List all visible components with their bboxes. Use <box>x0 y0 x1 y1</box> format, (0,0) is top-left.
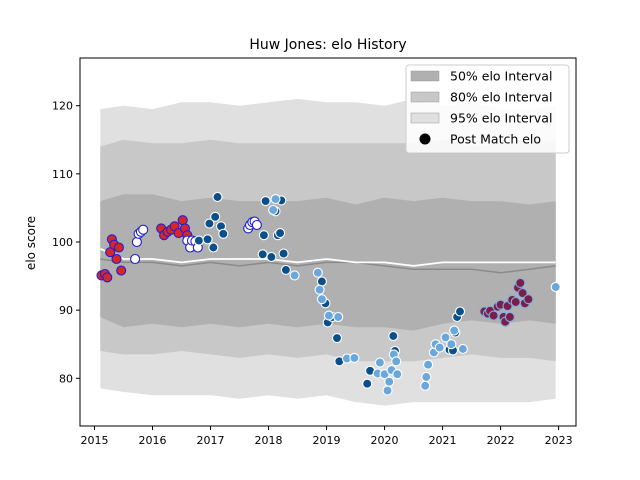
data-point <box>450 326 459 335</box>
data-point <box>334 313 343 322</box>
data-point <box>375 358 384 367</box>
data-point <box>258 250 267 259</box>
data-point <box>317 277 326 286</box>
data-point <box>393 370 402 379</box>
legend-swatch <box>411 71 439 81</box>
data-point <box>363 379 372 388</box>
data-point <box>392 357 401 366</box>
data-point <box>269 206 278 215</box>
data-point <box>290 271 299 280</box>
x-tick-label: 2022 <box>487 434 515 447</box>
data-point <box>219 229 228 238</box>
data-point <box>209 243 218 252</box>
y-tick-label: 110 <box>52 168 73 181</box>
data-point <box>350 353 359 362</box>
data-point <box>203 235 212 244</box>
data-point <box>112 255 121 264</box>
data-point <box>211 212 220 221</box>
data-point <box>139 225 148 234</box>
data-point <box>259 231 268 240</box>
data-point <box>516 278 525 287</box>
legend-swatch <box>411 92 439 102</box>
x-tick-label: 2018 <box>255 434 283 447</box>
data-point <box>132 238 141 247</box>
x-tick-label: 2023 <box>545 434 573 447</box>
x-tick-label: 2021 <box>429 434 457 447</box>
legend: 50% elo Interval 80% elo Interval 95% elo … <box>406 65 569 153</box>
data-point <box>117 266 126 275</box>
data-point <box>271 195 280 204</box>
legend-label: 50% elo Interval <box>450 69 552 84</box>
y-axis-label: elo score <box>24 216 38 270</box>
y-tick-label: 80 <box>59 372 73 385</box>
legend-swatch <box>411 113 439 123</box>
data-point <box>422 372 431 381</box>
data-point <box>178 216 187 225</box>
data-point <box>315 285 324 294</box>
legend-label: 95% elo Interval <box>450 111 552 126</box>
data-point <box>267 253 276 262</box>
data-point <box>276 229 285 238</box>
data-point <box>421 381 430 390</box>
data-point <box>505 313 514 322</box>
data-point <box>131 255 140 264</box>
data-point <box>103 273 112 282</box>
data-point <box>389 332 398 341</box>
data-point <box>456 307 465 316</box>
legend-marker <box>420 134 431 145</box>
data-point <box>447 340 456 349</box>
data-point <box>317 295 326 304</box>
data-point <box>385 377 394 386</box>
data-point <box>194 236 203 245</box>
data-point <box>424 360 433 369</box>
data-point <box>458 345 467 354</box>
data-point <box>213 193 222 202</box>
x-tick-label: 2016 <box>139 434 167 447</box>
data-point <box>279 249 288 258</box>
x-tick-label: 2020 <box>371 434 399 447</box>
data-point <box>524 295 533 304</box>
data-point <box>261 197 270 206</box>
y-tick-label: 100 <box>52 236 73 249</box>
legend-label: Post Match elo <box>450 132 541 147</box>
data-point <box>252 221 261 230</box>
data-point <box>333 334 342 343</box>
y-tick-label: 90 <box>59 304 73 317</box>
legend-label: 80% elo Interval <box>450 90 552 105</box>
data-point <box>114 243 123 252</box>
data-point <box>551 283 560 292</box>
data-point <box>511 298 520 307</box>
data-point <box>313 268 322 277</box>
y-tick-label: 120 <box>52 100 73 113</box>
x-tick-label: 2017 <box>197 434 225 447</box>
data-point <box>324 311 333 320</box>
chart-title: Huw Jones: elo History <box>249 37 406 53</box>
data-point <box>435 343 444 352</box>
data-point <box>383 386 392 395</box>
x-tick-label: 2019 <box>313 434 341 447</box>
data-point <box>281 265 290 274</box>
data-point <box>489 311 498 320</box>
x-tick-label: 2015 <box>81 434 109 447</box>
